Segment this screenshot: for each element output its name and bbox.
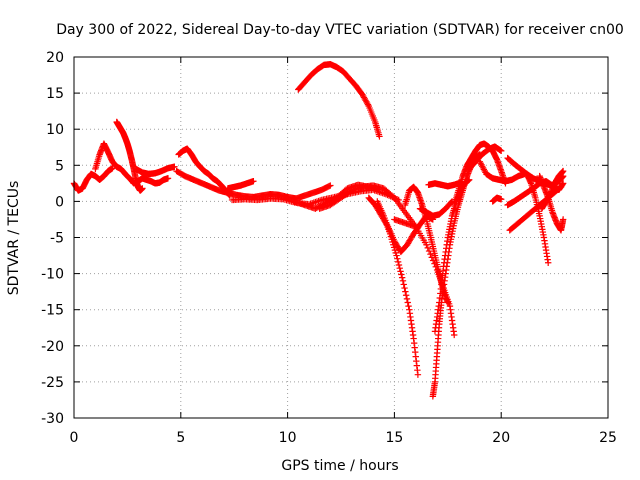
- data-point-marker: [557, 183, 565, 191]
- data-point-marker: [327, 182, 334, 189]
- data-point-marker: [395, 261, 403, 269]
- x-axis-title: GPS time / hours: [281, 458, 398, 474]
- data-point-marker: [396, 264, 403, 272]
- series-arc-12h-b: [316, 182, 419, 230]
- data-point-marker: [544, 259, 552, 266]
- data-point-marker: [559, 216, 567, 223]
- y-axis-title: SDTVAR / TECUs: [6, 181, 22, 296]
- data-point-marker: [394, 255, 401, 262]
- data-point-marker: [398, 271, 405, 278]
- series-arc-spike-2h: [113, 118, 146, 194]
- data-point-marker: [401, 284, 408, 292]
- series-arc-7h: [224, 177, 257, 192]
- grid-lines: [74, 57, 608, 418]
- series-arc-22h-drop: [523, 170, 552, 266]
- series-arc-early-b: [92, 140, 172, 187]
- x-tick-label: 0: [70, 430, 79, 446]
- series-arc-18h-b: [465, 143, 505, 173]
- x-tick-label: 5: [176, 430, 185, 446]
- axis-ticks: 0 5 10 15 20 25 -30 -25 -20 -15 -10 -5 0 5 10 15 20: [41, 50, 617, 446]
- data-point-marker: [559, 167, 567, 175]
- data-point-marker: [425, 247, 433, 255]
- plot-area-border: [73, 56, 609, 419]
- y-tick-label: 10: [46, 122, 64, 138]
- data-point-marker: [428, 254, 435, 261]
- data-point-marker: [521, 170, 528, 178]
- data-point-marker: [465, 176, 473, 183]
- data-point-marker: [424, 244, 431, 252]
- data-point-marker: [399, 277, 407, 285]
- data-point-marker: [556, 184, 564, 192]
- data-point-marker: [427, 250, 434, 258]
- series-arc-19h-dip: [476, 158, 528, 185]
- series-arc-17h-c: [416, 198, 456, 220]
- data-point-marker: [376, 133, 383, 140]
- y-tick-label: 15: [46, 86, 64, 102]
- data-point-marker: [451, 331, 458, 339]
- chart-title: Day 300 of 2022, Sidereal Day-to-day VTE…: [56, 22, 624, 38]
- data-point-marker: [403, 295, 411, 303]
- data-point-marker: [139, 185, 146, 192]
- y-tick-label: -5: [50, 231, 64, 247]
- series-arc-high-12h: [295, 61, 383, 140]
- data-point-marker: [498, 147, 505, 155]
- y-tick-label: 0: [55, 194, 64, 210]
- data-point-marker: [402, 288, 409, 295]
- data-point-marker: [429, 257, 437, 264]
- data-point-marker: [405, 302, 412, 310]
- y-tick-label: 20: [46, 50, 64, 66]
- data-point-marker: [398, 274, 406, 281]
- data-point-marker: [404, 299, 411, 306]
- x-tick-label: 25: [599, 430, 617, 446]
- data-point-marker: [397, 268, 404, 275]
- data-marks: [70, 61, 567, 400]
- y-tick-label: -10: [41, 267, 64, 283]
- x-tick-label: 10: [279, 430, 297, 446]
- y-tick-label: -20: [41, 339, 64, 355]
- series-arc-22h-c: [538, 167, 567, 212]
- x-tick-label: 20: [492, 430, 510, 446]
- data-point-marker: [394, 258, 402, 266]
- data-point-marker: [109, 164, 116, 172]
- data-point-marker: [250, 177, 257, 185]
- y-tick-label: -30: [41, 411, 64, 427]
- data-point-marker: [498, 196, 505, 203]
- data-point-marker: [400, 281, 407, 288]
- series-arc-20h: [489, 194, 505, 205]
- data-point-marker: [164, 175, 172, 182]
- data-point-marker: [432, 263, 439, 271]
- series-arc-3h: [132, 163, 178, 178]
- series-arc-early-a: [70, 164, 116, 194]
- data-point-marker: [431, 260, 438, 267]
- data-point-marker: [171, 163, 178, 170]
- data-point-marker: [364, 101, 372, 108]
- y-tick-label: -25: [41, 375, 64, 391]
- data-point-marker: [393, 252, 400, 259]
- data-point-marker: [559, 180, 567, 187]
- data-point-marker: [414, 371, 422, 378]
- data-point-marker: [402, 292, 410, 299]
- y-tick-label: 5: [55, 158, 64, 174]
- data-point-marker: [423, 241, 430, 248]
- x-tick-label: 15: [385, 430, 403, 446]
- y-tick-label: -15: [41, 303, 64, 319]
